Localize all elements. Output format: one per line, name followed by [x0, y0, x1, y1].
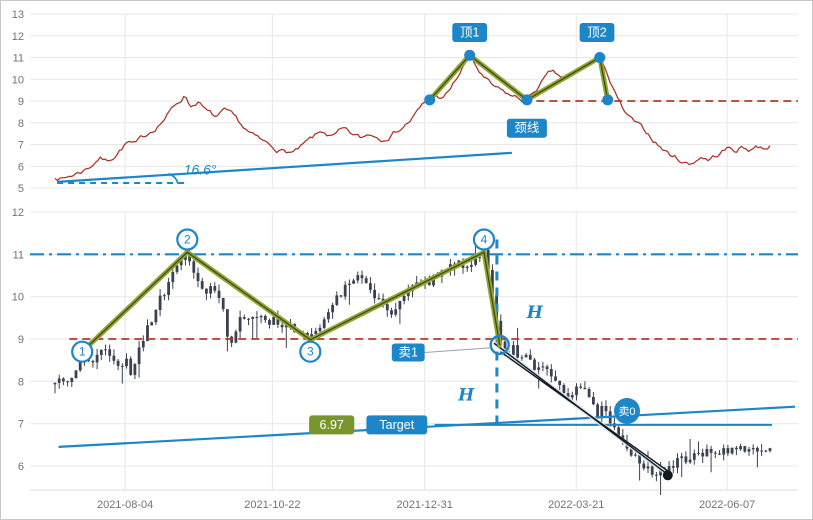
sell1-label[interactable]: 卖1 — [391, 343, 425, 362]
x-tick-label: 2021-10-22 — [244, 499, 300, 511]
angle-arc-icon — [168, 173, 179, 184]
target-price-label[interactable]: 6.97 — [309, 415, 355, 435]
pivot-dot[interactable] — [464, 49, 476, 61]
wave-circle-1[interactable]: 1 — [71, 340, 94, 363]
svg-text:2: 2 — [184, 233, 191, 247]
svg-text:Target: Target — [379, 418, 414, 432]
y-tick-label: 8 — [18, 376, 24, 388]
y-tick-label: 5 — [18, 183, 24, 195]
label-top2[interactable]: 顶2 — [579, 23, 615, 42]
breakout-circle[interactable] — [489, 334, 510, 356]
sell1-pointer-line — [424, 347, 490, 353]
svg-text:顶1: 顶1 — [460, 26, 480, 40]
wave-circle-2[interactable]: 2 — [176, 228, 199, 251]
pivot-dot[interactable] — [424, 94, 436, 106]
angle-trendline[interactable] — [57, 151, 512, 183]
label-neckline[interactable]: 颈线 — [506, 118, 547, 138]
zigzag-annotation[interactable] — [79, 249, 503, 355]
decline-end-dot[interactable] — [662, 470, 673, 481]
y-tick-label: 8 — [18, 118, 24, 130]
svg-text:4: 4 — [481, 233, 488, 247]
decline-trendline[interactable] — [499, 351, 670, 473]
y-tick-label: 11 — [13, 53, 24, 65]
svg-text:6.97: 6.97 — [320, 418, 344, 432]
height-label[interactable]: H — [526, 303, 544, 323]
label-top1[interactable]: 顶1 — [452, 23, 488, 42]
svg-text:3: 3 — [307, 345, 314, 359]
angle-label[interactable]: 16.6° — [184, 162, 217, 178]
x-tick-label: 2022-03-21 — [548, 499, 604, 511]
y-tick-label: 10 — [12, 74, 24, 86]
x-tick-label: 2021-08-04 — [97, 499, 153, 511]
y-tick-label: 9 — [18, 96, 24, 108]
sell0-badge[interactable]: 卖0 — [614, 398, 640, 424]
y-tick-label: 6 — [18, 461, 24, 473]
wave-circle-4[interactable]: 4 — [472, 228, 496, 251]
x-tick-label: 2022-06-07 — [699, 499, 755, 511]
wave-circle-3[interactable]: 3 — [299, 340, 322, 363]
zigzag-annotation[interactable] — [427, 52, 611, 103]
y-tick-label: 11 — [13, 249, 24, 261]
price-line-series — [54, 52, 771, 182]
target-label[interactable]: Target — [366, 415, 428, 435]
svg-text:1: 1 — [79, 345, 86, 359]
svg-text:顶2: 顶2 — [587, 26, 607, 40]
y-tick-label: 7 — [18, 419, 24, 431]
y-tick-label: 12 — [12, 31, 24, 43]
y-tick-label: 13 — [12, 9, 24, 21]
x-tick-label: 2021-12-31 — [397, 499, 453, 511]
pivot-dot[interactable] — [602, 94, 614, 106]
y-tick-label: 10 — [12, 292, 24, 304]
y-tick-label: 12 — [12, 207, 24, 219]
pivot-dot[interactable] — [594, 52, 606, 63]
svg-text:颈线: 颈线 — [514, 121, 540, 135]
y-tick-label: 9 — [18, 334, 24, 346]
y-tick-label: 6 — [18, 161, 24, 173]
height-label[interactable]: H — [457, 385, 475, 405]
y-tick-label: 7 — [18, 140, 24, 152]
svg-text:卖0: 卖0 — [618, 405, 635, 418]
pivot-dot[interactable] — [521, 94, 533, 106]
svg-text:卖1: 卖1 — [398, 346, 418, 360]
